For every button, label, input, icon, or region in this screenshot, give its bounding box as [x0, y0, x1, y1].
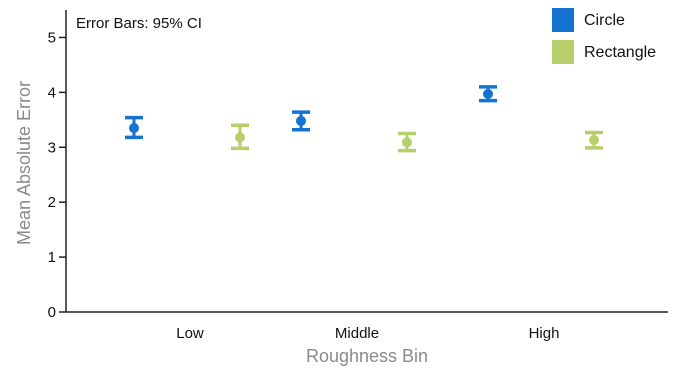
x-tick-label-low: Low: [176, 325, 204, 342]
rectangle-point-high: [589, 135, 599, 146]
x-ticks: Low Middle High: [176, 325, 559, 342]
legend-label-circle: Circle: [584, 12, 625, 29]
circle-point-middle: [296, 115, 306, 126]
y-tick-label: 1: [48, 249, 56, 266]
x-axis-title: Roughness Bin: [306, 346, 428, 366]
y-axis-title: Mean Absolute Error: [14, 81, 34, 245]
y-tick-label: 2: [48, 194, 56, 211]
circle-point-low: [129, 123, 139, 134]
circle-point-high: [483, 89, 493, 100]
x-tick-label-high: High: [529, 325, 560, 342]
rectangle-point-low: [235, 132, 245, 143]
x-tick-label-middle: Middle: [335, 325, 379, 342]
legend-label-rectangle: Rectangle: [584, 44, 656, 61]
y-ticks: 0 1 2 3 4 5: [48, 29, 66, 321]
legend: Circle Rectangle: [552, 8, 656, 64]
error-bar-annotation: Error Bars: 95% CI: [76, 15, 202, 32]
data-marks: [125, 85, 603, 153]
y-tick-label: 0: [48, 304, 56, 321]
legend-swatch-rectangle: [552, 40, 574, 64]
y-tick-label: 3: [48, 139, 56, 156]
y-tick-label: 4: [48, 84, 56, 101]
axes: [65, 10, 668, 313]
y-tick-label: 5: [48, 29, 56, 46]
rectangle-point-middle: [402, 137, 412, 148]
legend-swatch-circle: [552, 8, 574, 32]
